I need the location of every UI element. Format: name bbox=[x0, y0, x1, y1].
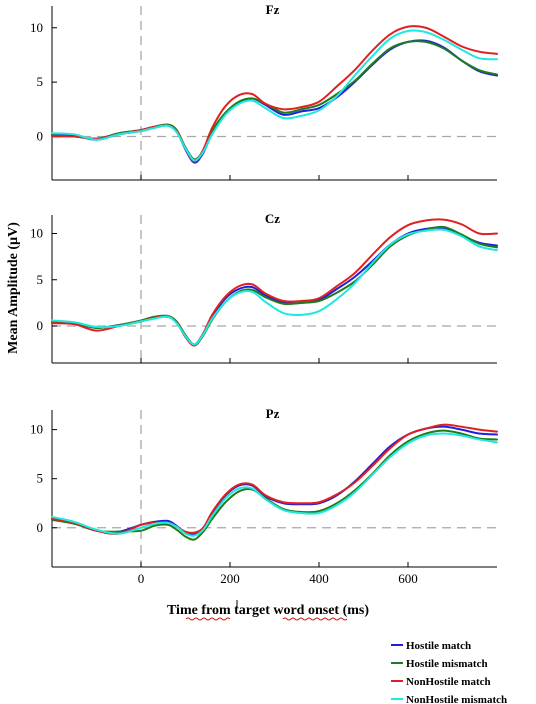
x-axis-title: Time from target word onset (ms) bbox=[167, 603, 369, 618]
y-tick-label: 10 bbox=[30, 20, 43, 35]
spelling-underline-target bbox=[185, 617, 231, 621]
series-line-nonhostile-match bbox=[51, 25, 498, 163]
series-line-nonhostile-mismatch bbox=[51, 29, 498, 162]
panel-fz: 0 5 10 Fz bbox=[30, 2, 498, 181]
panel-title: Pz bbox=[266, 406, 280, 421]
x-tick-label: 200 bbox=[220, 571, 240, 586]
legend-item-label: NonHostile mismatch bbox=[406, 694, 507, 704]
series-line-hostile-mismatch bbox=[51, 429, 498, 541]
x-tick-label: 600 bbox=[398, 571, 418, 586]
y-tick-label: 10 bbox=[30, 226, 43, 241]
y-tick-label: 5 bbox=[37, 74, 44, 89]
legend-item-label: NonHostile match bbox=[406, 676, 491, 688]
panel-cz: 0 5 10 Cz bbox=[30, 211, 498, 364]
y-tick-label: 0 bbox=[37, 520, 44, 535]
series-line-nonhostile-match bbox=[51, 423, 498, 535]
x-tick-label: 400 bbox=[309, 571, 329, 586]
y-axis-title: Mean Amplitude (µV) bbox=[6, 222, 21, 354]
y-tick-label: 10 bbox=[30, 422, 43, 437]
series-line-hostile-match bbox=[51, 425, 498, 536]
y-tick-label: 5 bbox=[37, 471, 44, 486]
series-line-nonhostile-mismatch bbox=[51, 228, 498, 346]
x-tick-label: 0 bbox=[138, 571, 145, 586]
series-line-hostile-mismatch bbox=[51, 225, 498, 347]
series-line-hostile-match bbox=[51, 39, 498, 164]
y-tick-label: 0 bbox=[37, 129, 44, 144]
y-tick-label: 5 bbox=[37, 272, 44, 287]
legend-item-label: Hostile mismatch bbox=[406, 658, 488, 670]
y-tick-label: 0 bbox=[37, 318, 44, 333]
series-line-hostile-mismatch bbox=[51, 40, 498, 161]
legend-item-label: Hostile match bbox=[406, 640, 471, 652]
panel-pz: 0 5 10 0 200 400 600 Pz bbox=[30, 406, 498, 586]
panel-title: Cz bbox=[265, 211, 280, 226]
legend: Hostile match Hostile mismatch NonHostile … bbox=[391, 640, 507, 704]
panels-layer: 0 5 10 Fz 0 5 10 Cz 0 5 10 0 200 400 600 Pz bbox=[30, 2, 498, 586]
series-line-nonhostile-mismatch bbox=[51, 432, 498, 537]
panel-title: Fz bbox=[266, 2, 280, 17]
spelling-underline-onset bbox=[282, 617, 348, 621]
